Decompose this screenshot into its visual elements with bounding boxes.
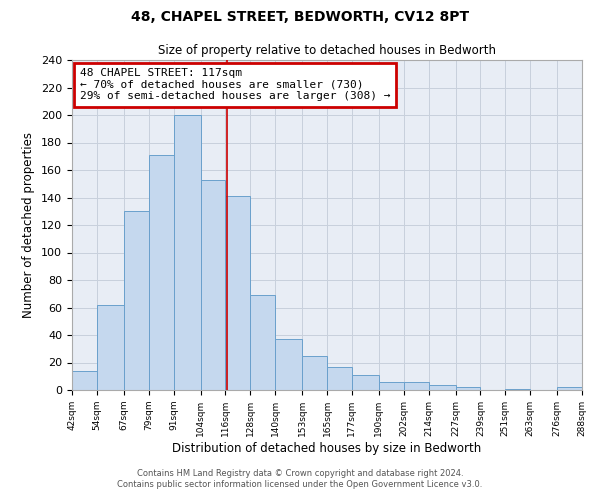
Text: 48 CHAPEL STREET: 117sqm
← 70% of detached houses are smaller (730)
29% of semi-: 48 CHAPEL STREET: 117sqm ← 70% of detach…	[80, 68, 390, 102]
Bar	[97, 304, 124, 390]
Bar	[352, 375, 379, 390]
Bar	[250, 295, 275, 390]
Bar	[200, 180, 226, 390]
Bar	[124, 211, 149, 390]
Text: Contains public sector information licensed under the Open Government Licence v3: Contains public sector information licen…	[118, 480, 482, 489]
Title: Size of property relative to detached houses in Bedworth: Size of property relative to detached ho…	[158, 44, 496, 58]
Bar	[428, 384, 455, 390]
Bar	[173, 115, 200, 390]
Bar	[226, 196, 250, 390]
Bar	[72, 371, 97, 390]
Text: Contains HM Land Registry data © Crown copyright and database right 2024.: Contains HM Land Registry data © Crown c…	[137, 468, 463, 477]
Bar	[327, 366, 352, 390]
Bar	[505, 388, 530, 390]
Bar	[302, 356, 327, 390]
Bar	[275, 339, 302, 390]
Text: 48, CHAPEL STREET, BEDWORTH, CV12 8PT: 48, CHAPEL STREET, BEDWORTH, CV12 8PT	[131, 10, 469, 24]
Bar	[557, 387, 582, 390]
Y-axis label: Number of detached properties: Number of detached properties	[22, 132, 35, 318]
X-axis label: Distribution of detached houses by size in Bedworth: Distribution of detached houses by size …	[172, 442, 482, 454]
Bar	[379, 382, 404, 390]
Bar	[149, 155, 173, 390]
Bar	[404, 382, 428, 390]
Bar	[455, 387, 481, 390]
